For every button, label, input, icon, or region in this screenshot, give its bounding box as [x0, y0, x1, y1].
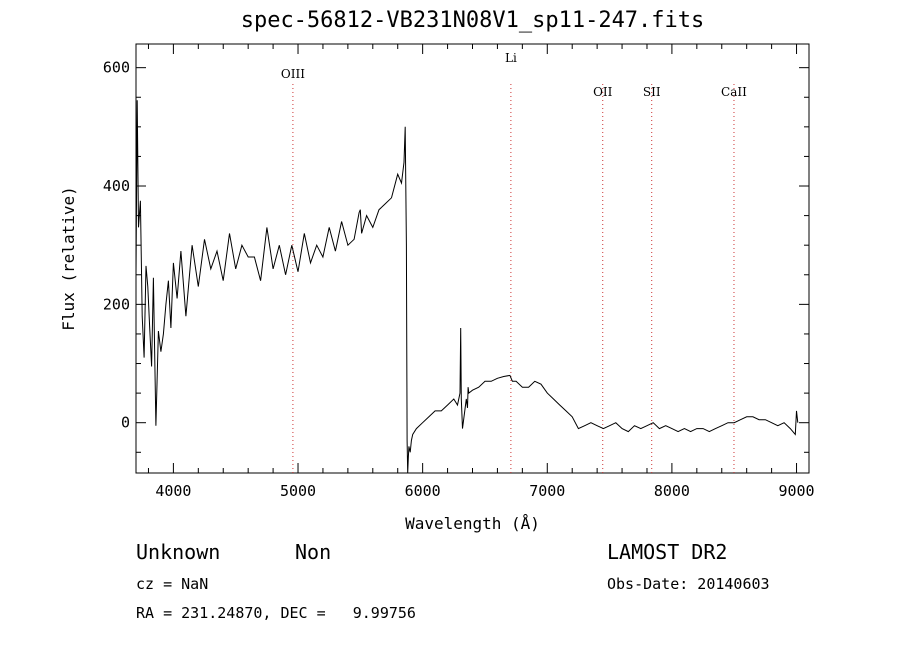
line-label-oii: OII: [593, 85, 613, 99]
x-tick-label: 4000: [155, 482, 191, 500]
x-tick-label: 8000: [654, 482, 690, 500]
chart-title: spec-56812-VB231N08V1_sp11-247.fits: [240, 8, 705, 33]
y-tick-label: 0: [121, 414, 130, 432]
observation-date-text: Obs-Date: 20140603: [607, 575, 770, 593]
object-subclass-label: Non: [295, 540, 332, 564]
redshift-text: cz = NaN: [136, 575, 209, 593]
survey-label: LAMOST DR2: [607, 540, 728, 564]
spectrum-line: [135, 100, 799, 474]
line-label-oiii: OIII: [281, 67, 305, 81]
plot-frame: [135, 43, 810, 474]
x-tick-label: 7000: [529, 482, 565, 500]
x-tick-label: 9000: [778, 482, 814, 500]
y-tick-label: 400: [103, 177, 130, 195]
object-class-label: Unknown: [136, 540, 221, 564]
x-axis-label: Wavelength (Å): [405, 514, 540, 533]
x-tick-label: 6000: [405, 482, 441, 500]
coordinates-text: RA = 231.24870, DEC = 9.99756: [136, 604, 416, 622]
line-label-caii: CaII: [721, 85, 747, 99]
y-axis-label: Flux (relative): [59, 186, 78, 331]
y-tick-label: 600: [103, 59, 130, 77]
x-tick-label: 5000: [280, 482, 316, 500]
line-label-li: Li: [505, 51, 517, 65]
line-label-sii: SII: [643, 85, 661, 99]
y-tick-label: 200: [103, 295, 130, 313]
